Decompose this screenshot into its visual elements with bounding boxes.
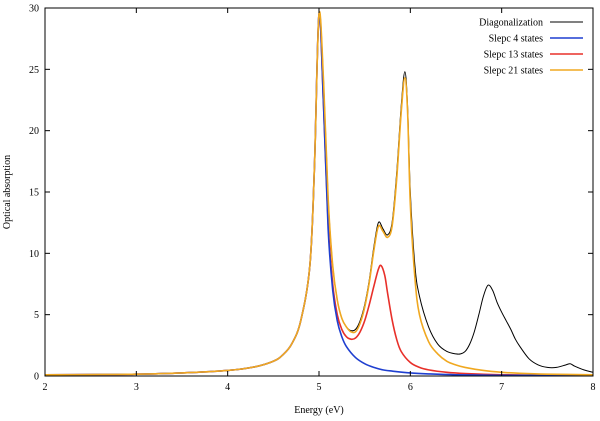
x-tick-label: 8 (591, 382, 596, 393)
x-tick-label: 6 (408, 382, 413, 393)
series-line-slepc-21-states (44, 10, 594, 376)
y-tick-label: 20 (29, 126, 39, 137)
y-axis-label: Optical absorption (2, 155, 13, 229)
x-axis-label: Energy (eV) (294, 405, 344, 416)
y-tick-label: 15 (29, 188, 39, 199)
y-tick-label: 0 (34, 372, 39, 383)
x-tick-label: 3 (134, 382, 139, 393)
axes: Energy (eV) Optical absorption 2 3 4 5 6 7 8 0 5… (2, 4, 596, 417)
x-tick-label: 5 (317, 382, 322, 393)
x-tick-label: 2 (43, 382, 48, 393)
x-tick-label: 4 (225, 382, 230, 393)
x-tick-label: 7 (499, 382, 504, 393)
legend: Diagonalization Slepc 4 states Slepc 13 st… (479, 18, 583, 77)
y-tick-label: 25 (29, 65, 39, 76)
y-tick-label: 5 (34, 310, 39, 321)
legend-label: Slepc 13 states (484, 50, 544, 61)
y-tick-label: 10 (29, 249, 39, 260)
legend-label: Slepc 4 states (489, 34, 544, 45)
legend-label: Slepc 21 states (484, 66, 544, 77)
plot-frame (44, 7, 594, 377)
plot-area (44, 10, 594, 377)
y-tick-label: 30 (29, 4, 39, 15)
legend-label: Diagonalization (479, 18, 543, 29)
